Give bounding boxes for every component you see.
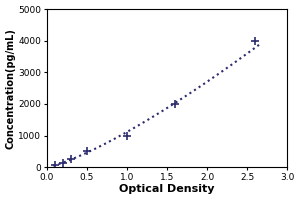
X-axis label: Optical Density: Optical Density <box>119 184 215 194</box>
Point <box>124 134 129 137</box>
Point <box>61 162 65 165</box>
Point <box>173 102 178 105</box>
Y-axis label: Concentration(pg/mL): Concentration(pg/mL) <box>6 28 16 149</box>
Point <box>85 150 89 153</box>
Point <box>52 164 57 167</box>
Point <box>68 158 73 161</box>
Point <box>253 39 258 42</box>
